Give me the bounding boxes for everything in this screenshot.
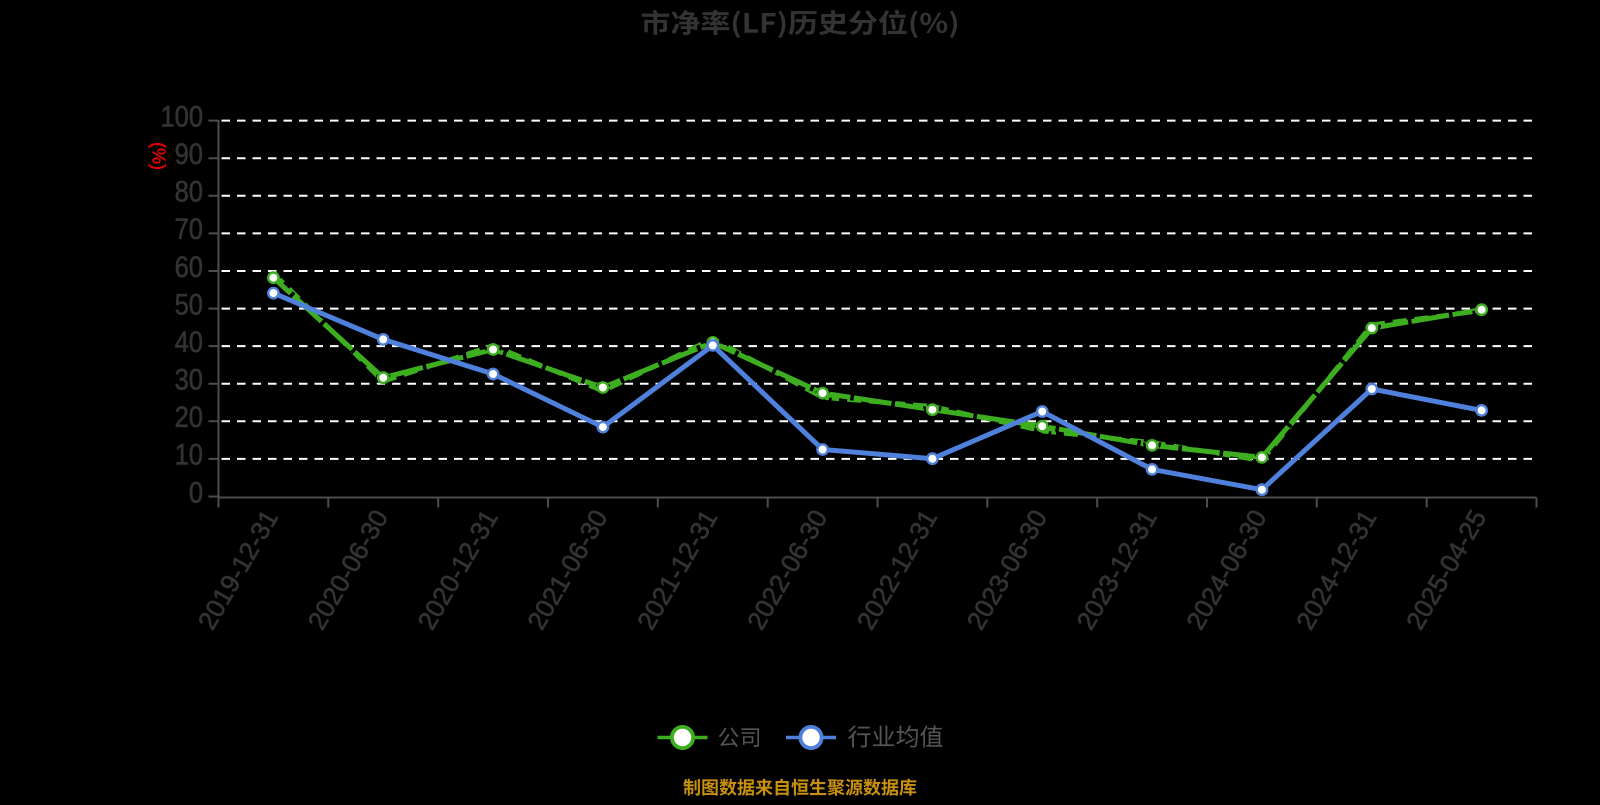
svg-text:60: 60 xyxy=(175,250,203,283)
svg-text:(%): (%) xyxy=(149,142,169,170)
svg-text:100: 100 xyxy=(160,99,203,132)
svg-text:20: 20 xyxy=(175,400,203,433)
svg-text:80: 80 xyxy=(175,175,203,208)
svg-text:70: 70 xyxy=(175,212,203,245)
svg-text:40: 40 xyxy=(175,325,203,358)
svg-text:50: 50 xyxy=(175,287,203,320)
svg-text:0: 0 xyxy=(189,475,203,508)
svg-text:10: 10 xyxy=(175,438,203,471)
svg-text:30: 30 xyxy=(175,363,203,396)
svg-text:90: 90 xyxy=(175,137,203,170)
